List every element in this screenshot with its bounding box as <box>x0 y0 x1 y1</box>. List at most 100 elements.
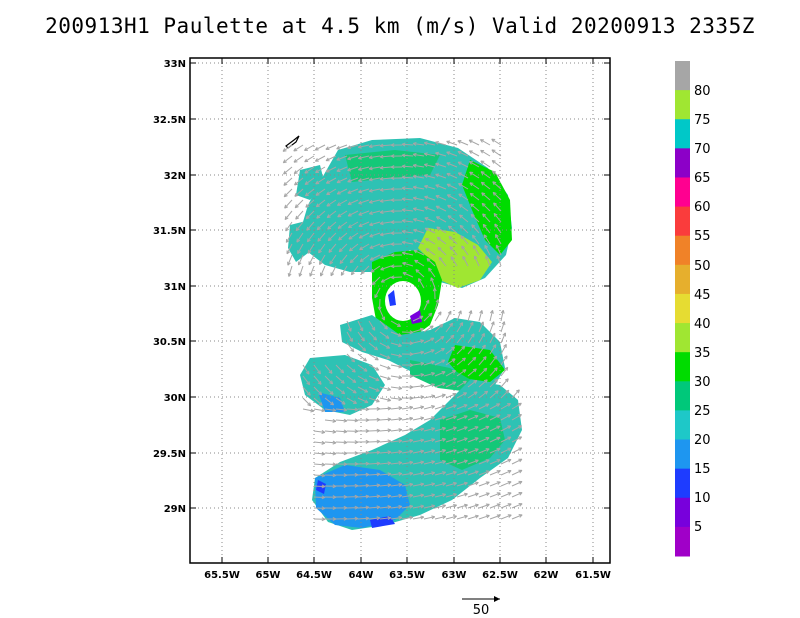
wind-vector-head <box>307 249 312 254</box>
wind-vector-head <box>332 506 337 511</box>
wind-vector-head <box>420 427 425 432</box>
wind-vector <box>379 331 390 339</box>
wind-vector <box>324 419 336 422</box>
wind-vector <box>445 504 457 509</box>
colorbar-swatch <box>675 526 690 557</box>
wind-vector <box>467 310 472 322</box>
wind-vector <box>305 210 315 220</box>
wind-vector-head <box>452 415 457 420</box>
wind-vector <box>360 265 370 275</box>
wind-vector-head <box>325 146 330 151</box>
wind-vector-head <box>425 238 429 242</box>
wind-vector-head <box>463 404 468 408</box>
wind-vector-head <box>316 214 321 219</box>
wind-vector <box>379 484 391 487</box>
wind-vector-head <box>409 341 414 346</box>
wind-vector <box>459 224 469 234</box>
wind-vector-head <box>321 440 326 445</box>
wind-vector <box>456 415 468 421</box>
wind-vector <box>412 461 424 465</box>
wind-vector-head <box>369 211 373 215</box>
wind-vector-head <box>354 472 359 477</box>
wind-vector-head <box>518 491 523 496</box>
wind-vector <box>456 310 462 322</box>
wind-vector <box>423 337 435 344</box>
wind-vector <box>456 471 468 476</box>
colorbar-swatch <box>675 323 690 353</box>
wind-vector <box>423 483 435 487</box>
wind-vector-head <box>491 332 496 337</box>
wind-vector-head <box>424 227 429 232</box>
wind-vector-head <box>490 321 495 326</box>
wind-vector <box>368 364 379 371</box>
wind-vector <box>423 516 435 520</box>
wind-vector-head <box>315 169 320 174</box>
wind-vector <box>435 195 447 201</box>
wind-vector <box>495 244 502 256</box>
wind-vector-head <box>494 223 499 228</box>
wind-vector-head <box>507 414 512 418</box>
map-grid <box>190 58 610 563</box>
wind-vector-head <box>401 153 406 158</box>
wind-vector <box>425 238 436 245</box>
wind-vector <box>313 452 326 455</box>
wind-vector <box>436 216 447 223</box>
wind-vector <box>424 153 436 157</box>
wind-vector-head <box>379 187 384 192</box>
wind-vector <box>412 328 424 333</box>
lon-tick-label: 65W <box>256 570 281 581</box>
wind-vector <box>445 427 457 432</box>
wind-vector-head <box>287 272 292 277</box>
wind-vector-head <box>480 160 485 165</box>
wind-vector-head <box>398 450 403 454</box>
colorbar-swatch <box>675 439 690 470</box>
wind-vector-head <box>306 391 311 396</box>
wind-vector <box>346 364 356 373</box>
wind-vector <box>500 355 508 366</box>
wind-vector <box>307 243 315 254</box>
wind-vector-head <box>332 418 337 423</box>
colorbar-label: 20 <box>694 433 711 448</box>
wind-vector-head <box>493 212 498 217</box>
wind-vector <box>358 210 370 216</box>
wind-vector <box>500 503 512 509</box>
wind-vector-head <box>432 287 437 292</box>
wind-vector-head <box>348 235 353 240</box>
wind-vector-head <box>379 210 384 215</box>
wind-vector-head <box>449 322 454 327</box>
wind-vector <box>357 320 364 332</box>
eye-blue <box>388 290 396 306</box>
wind-vector <box>347 210 359 217</box>
wind-vector <box>369 254 381 261</box>
wind-vector-head <box>457 150 462 155</box>
wind-vector-head <box>387 483 392 488</box>
wind-vector <box>412 396 424 399</box>
wind-vector <box>368 462 381 465</box>
wind-vector <box>424 174 436 179</box>
wind-vector-head <box>452 404 457 409</box>
wind-vector-head <box>390 198 395 203</box>
wind-vector <box>457 151 469 157</box>
wind-vector-head <box>305 215 310 220</box>
colorbar-label: 40 <box>694 317 711 332</box>
wind-vector-head <box>293 147 298 152</box>
wind-vector <box>467 321 474 333</box>
wind-vector <box>401 505 413 509</box>
wind-vector <box>390 506 402 509</box>
wind-vector <box>335 364 345 374</box>
wind-vector <box>446 151 458 157</box>
wind-vector-head <box>296 238 301 243</box>
wind-vector-head <box>507 436 512 441</box>
wind-vector <box>467 493 479 498</box>
wind-vector-head <box>458 193 463 198</box>
wind-vector <box>492 170 502 179</box>
wind-vector <box>335 430 348 433</box>
wind-vector-head <box>495 234 499 238</box>
wind-vector <box>379 386 391 391</box>
wind-vector <box>456 392 467 399</box>
wind-vector <box>482 213 491 223</box>
wind-vector-head <box>401 219 406 223</box>
wind-vector <box>435 141 447 146</box>
wind-vector <box>401 417 413 421</box>
wind-vector <box>368 353 379 361</box>
